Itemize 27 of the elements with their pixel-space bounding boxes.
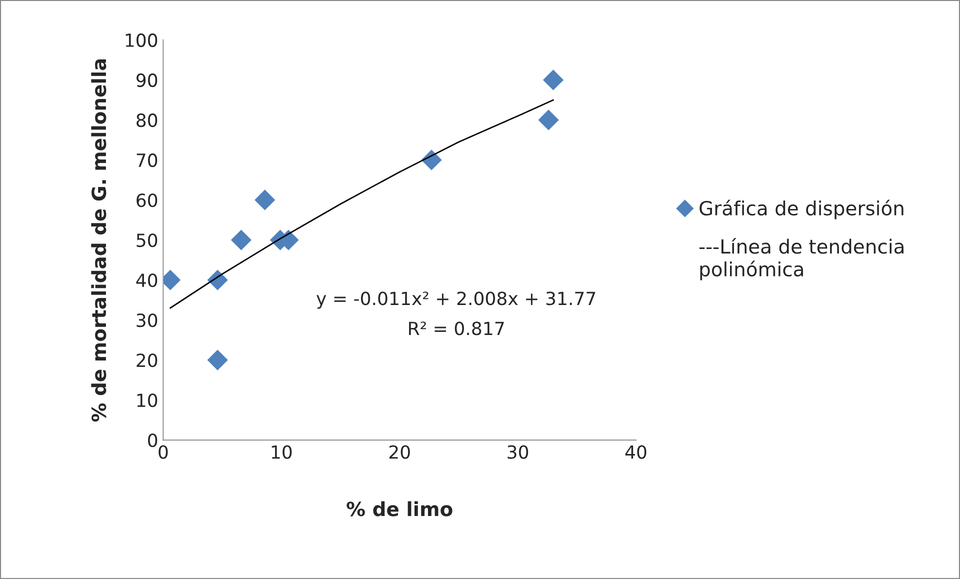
y-tick-label: 0 (148, 434, 158, 448)
y-tick-label: 90 (136, 73, 158, 88)
y-tick-label: 10 (137, 393, 158, 408)
y-axis-title: % de mortalidad de G. mellonella (91, 59, 106, 422)
annotation: y = -0.011x² + 2.008x + 31.77 (316, 292, 596, 309)
point (538, 110, 559, 130)
annotation: R² = 0.817 (409, 322, 504, 336)
point (207, 350, 228, 370)
x-tick-label: 0 (158, 445, 168, 459)
y-tick-label: 20 (136, 353, 158, 368)
x-tick-label: 40 (625, 445, 646, 459)
y-tick-label: 70 (136, 153, 158, 168)
point (254, 190, 276, 210)
y-tick-label: 100 (126, 33, 158, 48)
legend-label: Gráfica de dispersión (700, 200, 904, 220)
y-tick-label: 30 (136, 313, 158, 328)
y-tick-label: 40 (136, 273, 158, 288)
x-tick-label: 20 (389, 445, 410, 459)
point (230, 230, 252, 250)
y-tick-label: 60 (136, 193, 158, 208)
y-tick-label: 80 (136, 113, 158, 128)
x-tick-label: 10 (272, 445, 292, 459)
x-tick-label: 30 (508, 445, 528, 459)
text: ---Línea de tendencia polinómica (699, 238, 904, 280)
x-axis-title: % de limo (346, 501, 452, 516)
point (542, 70, 564, 90)
y-tick-label: 50 (136, 233, 158, 248)
